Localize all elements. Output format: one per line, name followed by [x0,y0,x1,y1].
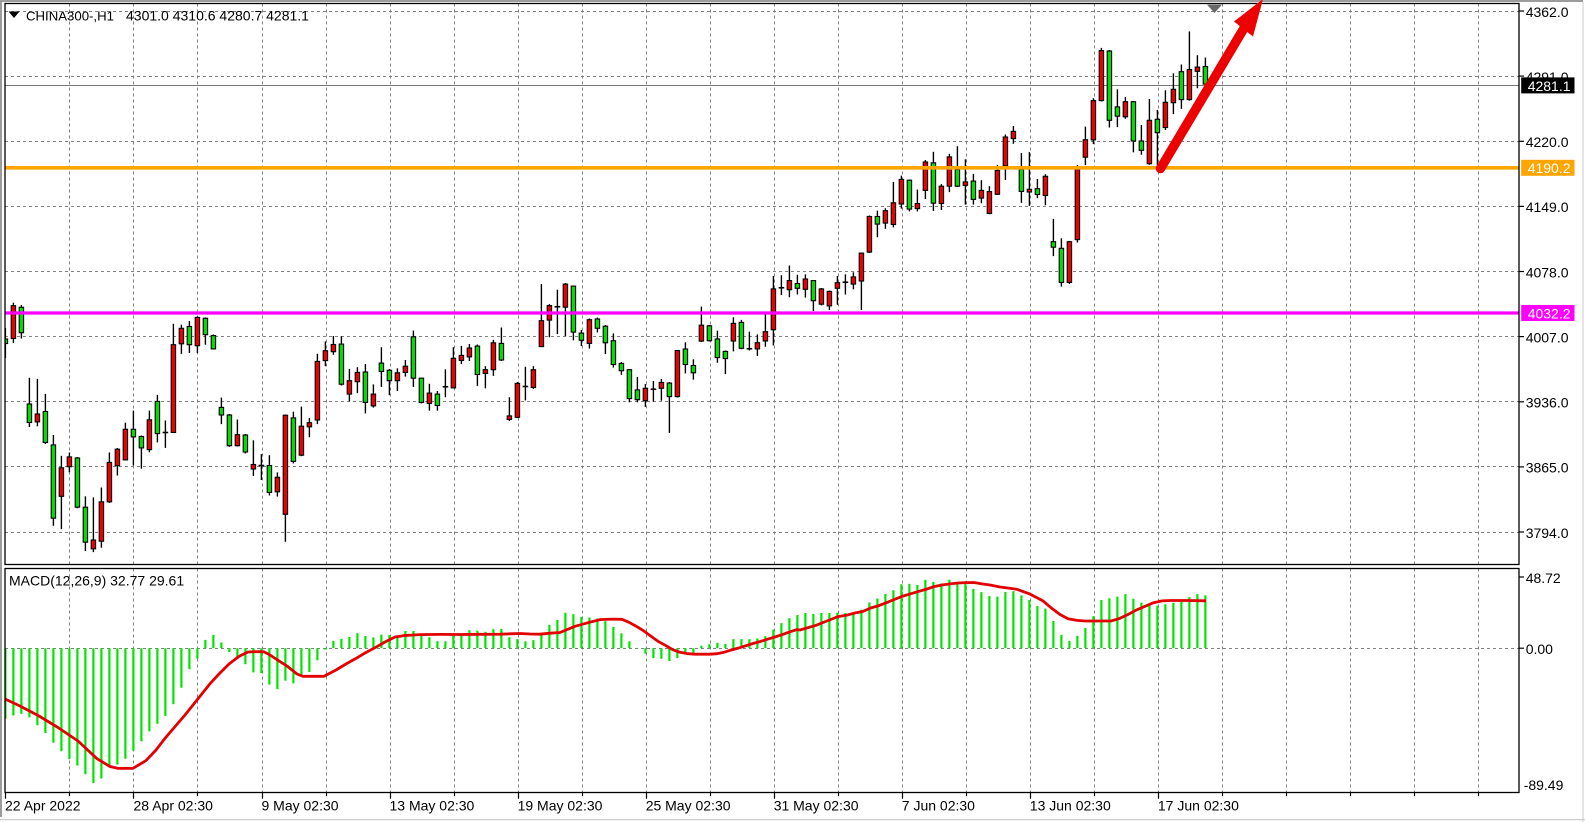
svg-text:4078.0: 4078.0 [1526,264,1569,280]
svg-text:4190.2: 4190.2 [1528,160,1571,176]
svg-text:4362.0: 4362.0 [1526,4,1569,20]
svg-text:22 Apr 2022: 22 Apr 2022 [5,798,81,814]
svg-text:17 Jun 02:30: 17 Jun 02:30 [1158,798,1239,814]
svg-text:4281.1: 4281.1 [1528,78,1571,94]
svg-text:3865.0: 3865.0 [1526,460,1569,476]
svg-text:MACD(12,26,9) 32.77 29.61: MACD(12,26,9) 32.77 29.61 [9,573,184,589]
svg-text:4032.2: 4032.2 [1528,305,1571,321]
svg-text:CHINA300-,H1: CHINA300-,H1 [26,9,114,24]
svg-text:-89.49: -89.49 [1524,777,1564,793]
svg-text:19 May 02:30: 19 May 02:30 [518,798,603,814]
svg-text:4220.0: 4220.0 [1526,134,1569,150]
svg-text:31 May 02:30: 31 May 02:30 [774,798,859,814]
svg-text:13 May 02:30: 13 May 02:30 [390,798,475,814]
svg-text:0.00: 0.00 [1526,641,1553,657]
svg-text:48.72: 48.72 [1526,570,1561,586]
svg-text:7 Jun 02:30: 7 Jun 02:30 [902,798,975,814]
svg-text:3794.0: 3794.0 [1526,525,1569,541]
svg-text:4301.0 4310.6 4280.7 4281.1: 4301.0 4310.6 4280.7 4281.1 [126,8,309,24]
svg-text:9 May 02:30: 9 May 02:30 [262,798,339,814]
svg-text:4007.0: 4007.0 [1526,329,1569,345]
svg-text:25 May 02:30: 25 May 02:30 [646,798,731,814]
svg-text:3936.0: 3936.0 [1526,395,1569,411]
svg-text:13 Jun 02:30: 13 Jun 02:30 [1030,798,1111,814]
svg-text:28 Apr 02:30: 28 Apr 02:30 [134,798,214,814]
svg-text:4149.0: 4149.0 [1526,199,1569,215]
